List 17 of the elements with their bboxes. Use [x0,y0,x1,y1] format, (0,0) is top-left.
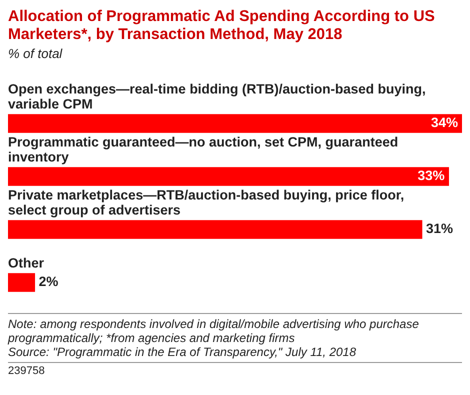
data-label: 33% [418,168,445,184]
chart-subtitle: % of total [8,46,64,61]
y-tick-label: Other [8,255,45,270]
y-tick-label: Open exchanges—real-time bidding (RTB)/auction-based buying, variable CPM [8,81,426,112]
y-tick-label: Private marketplaces—RTB/auction-based buying, price floor, select group of advertisers [8,187,404,218]
data-label: 31% [426,221,453,236]
source-note: Source: "Programmatic in the Era of Transparency," July 11, 2018 [8,345,358,359]
y-tick-label: Programmatic guaranteed—no auction, set CPM, guaranteed inventory [8,134,398,164]
text: Note: among respondents involved in digital/mobile advertising who purchase programmatically; *from agencies and marketing firms [8,317,420,345]
text: 239758 [8,362,462,377]
bar [8,220,422,239]
bar [8,167,449,186]
data-label: 2% [38,274,58,290]
bar [8,114,462,133]
data-label: 34% [430,115,458,130]
chart-title: Allocation of Programmatic Ad Spending According to US Marketers*, by Transaction Method, May 2018 [8,8,436,44]
bar [8,273,36,292]
